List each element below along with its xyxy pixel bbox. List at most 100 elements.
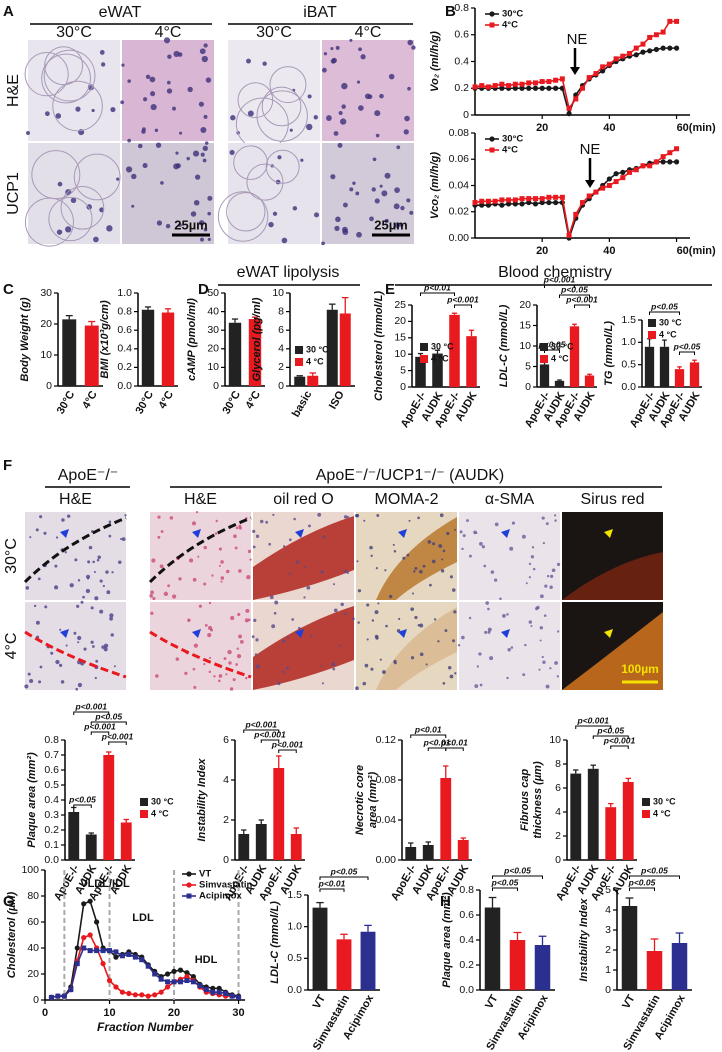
adipocyte (41, 53, 91, 104)
legend-label: 4 °C (431, 353, 449, 363)
y-tick-label: 100 (21, 864, 39, 876)
texture (105, 570, 109, 574)
significance-label: p<0.001 (75, 701, 108, 711)
bar (457, 840, 469, 860)
histology-image (322, 40, 414, 141)
texture (245, 608, 250, 613)
texture (461, 547, 464, 551)
texture (203, 662, 206, 666)
significance-label: p<0.001 (245, 719, 278, 729)
group-title: Blood chemistry (498, 264, 612, 281)
texture (108, 534, 112, 538)
bar (141, 309, 155, 386)
texture (99, 609, 104, 614)
significance-label: p<0.01 (414, 724, 442, 734)
x-tick-label: VT (311, 993, 329, 1011)
stain-label: H&E (184, 491, 217, 508)
data-point (653, 32, 659, 38)
data-point (499, 202, 505, 208)
texture (355, 191, 360, 196)
data-point (566, 105, 572, 111)
texture (542, 660, 546, 664)
texture (281, 639, 286, 643)
texture (407, 39, 414, 46)
texture (167, 584, 171, 588)
data-point (532, 196, 538, 202)
texture (411, 592, 415, 595)
texture (39, 515, 43, 519)
bar (294, 376, 306, 386)
texture (200, 152, 205, 157)
texture (220, 576, 225, 580)
texture (411, 45, 416, 50)
texture (403, 129, 409, 135)
texture (184, 671, 188, 675)
data-point (100, 961, 106, 967)
texture (66, 514, 71, 518)
texture (102, 584, 105, 588)
texture (356, 80, 361, 84)
data-point (640, 41, 646, 47)
y-tick-label: 0.0 (621, 381, 636, 393)
y-tick-label: 15 (519, 319, 531, 331)
data-point (74, 961, 80, 967)
texture (208, 670, 212, 674)
y-tick-label: 0.1 (44, 839, 59, 851)
data-point (126, 952, 132, 957)
significance-label: p<0.001 (83, 721, 116, 731)
texture (406, 553, 410, 557)
data-point (660, 159, 666, 165)
y-tick-label: 0.5 (621, 358, 636, 370)
texture (152, 596, 156, 601)
temperature-label: 4°C (155, 24, 182, 41)
texture (160, 530, 164, 533)
y-tick-label: 20 (27, 968, 39, 980)
significance-bracket (649, 311, 680, 315)
data-point (647, 34, 653, 40)
arrowhead (604, 529, 613, 538)
data-point (566, 232, 572, 238)
texture (330, 58, 336, 64)
texture (207, 633, 212, 638)
texture (375, 567, 378, 570)
y-tick-label: 0.4 (44, 794, 59, 806)
texture (419, 569, 423, 574)
x-tick-label: VT (483, 993, 501, 1011)
texture (556, 675, 559, 678)
data-point (81, 901, 87, 907)
texture (375, 133, 380, 138)
texture (524, 643, 527, 647)
texture (349, 187, 354, 192)
bar (509, 940, 526, 990)
data-point (177, 979, 183, 985)
data-point (667, 18, 673, 24)
y-tick-label: 0.2 (44, 824, 59, 836)
panel-letter: H (440, 893, 451, 910)
y-tick-label: 0 (525, 381, 531, 393)
texture (125, 166, 133, 173)
texture (218, 564, 221, 567)
texture (388, 73, 395, 80)
texture (292, 206, 298, 211)
texture (358, 105, 364, 111)
bar (84, 325, 99, 386)
bar (336, 939, 352, 990)
texture (198, 220, 205, 226)
y-tick-label: 2 (605, 944, 611, 956)
texture (203, 545, 207, 550)
data-point (485, 202, 492, 208)
texture (438, 544, 443, 548)
texture (369, 545, 373, 550)
lumen-border (148, 516, 252, 584)
y-axis-label: TG (mmol/L) (603, 321, 615, 386)
texture (277, 155, 282, 160)
texture (204, 624, 208, 627)
significance-label: p<0.05 (330, 866, 358, 876)
y-tick-label: 30 (40, 287, 52, 299)
bar (290, 834, 302, 860)
data-point (580, 200, 585, 206)
panel-letter: G (3, 893, 15, 910)
data-point (600, 68, 606, 74)
texture (309, 635, 313, 638)
texture (357, 589, 362, 593)
